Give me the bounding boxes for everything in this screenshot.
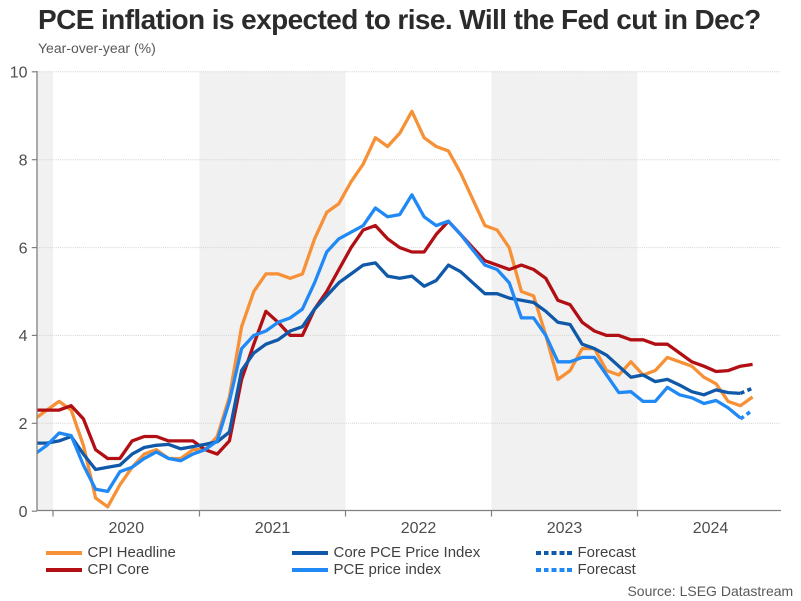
svg-text:10: 10: [10, 65, 28, 82]
svg-text:4: 4: [19, 328, 28, 345]
svg-text:6: 6: [19, 240, 28, 257]
svg-text:2020: 2020: [109, 520, 145, 537]
svg-text:2022: 2022: [401, 520, 437, 537]
svg-text:2: 2: [19, 416, 28, 433]
svg-text:8: 8: [19, 152, 28, 169]
svg-text:2021: 2021: [255, 520, 291, 537]
svg-text:0: 0: [19, 504, 28, 521]
svg-text:2023: 2023: [547, 520, 583, 537]
svg-text:2024: 2024: [693, 520, 729, 537]
